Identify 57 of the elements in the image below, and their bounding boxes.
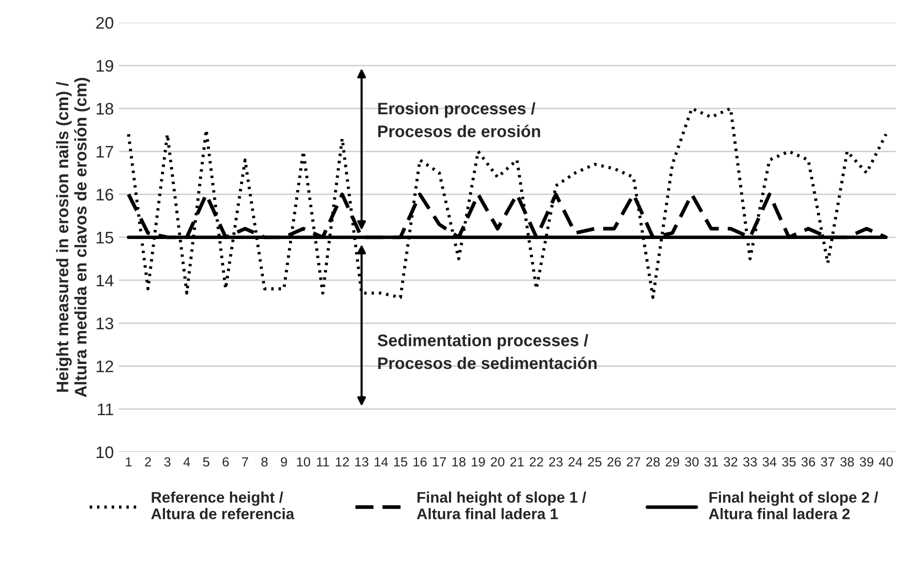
x-tick-label: 30 <box>684 457 699 467</box>
x-tick-label: 28 <box>646 457 660 467</box>
x-tick-label: 19 <box>472 457 485 467</box>
x-tick-label: 20 <box>490 457 504 467</box>
x-tick-label: 40 <box>878 457 893 467</box>
y-tick-label: 18 <box>96 102 114 115</box>
x-tick-label: 38 <box>840 457 854 467</box>
x-tick-label: 29 <box>666 457 680 467</box>
legend-label: Final height of slope 1 / Altura final ladera 1 <box>416 492 586 520</box>
annotation: Erosion processes / Procesos de erosión <box>378 102 540 138</box>
x-tick-label: 1 <box>126 457 132 466</box>
y-tick-label: 13 <box>96 318 114 330</box>
y-tick-label: 12 <box>96 360 114 372</box>
x-tick-label: 34 <box>762 457 776 467</box>
x-tick-label: 24 <box>568 457 582 466</box>
x-tick-label: 15 <box>394 457 408 467</box>
x-tick-label: 16 <box>414 457 427 467</box>
x-tick-label: 11 <box>316 457 329 466</box>
x-tick-label: 17 <box>432 457 446 466</box>
annotation: Sedimentation processes / Procesos de sedimentación <box>378 334 597 370</box>
x-tick-label: 14 <box>374 457 388 466</box>
x-tick-label: 39 <box>860 457 874 467</box>
x-tick-label: 21 <box>510 457 524 466</box>
x-tick-label: 33 <box>743 457 757 467</box>
x-tick-label: 32 <box>724 457 738 467</box>
x-tick-label: 5 <box>203 457 210 467</box>
x-tick-label: 6 <box>222 457 229 467</box>
y-tick-label: 15 <box>96 232 114 244</box>
x-tick-label: 25 <box>588 457 602 467</box>
legend-label: Reference height / Altura de referencia <box>151 492 294 520</box>
x-tick-label: 27 <box>626 457 640 466</box>
x-tick-label: 31 <box>704 457 718 467</box>
x-tick-label: 13 <box>355 457 368 467</box>
y-tick-label: 17 <box>96 146 114 158</box>
x-tick-label: 3 <box>164 457 170 467</box>
y-tick-label: 11 <box>98 404 114 416</box>
x-tick-label: 23 <box>549 457 563 467</box>
x-tick-label: 8 <box>261 457 268 467</box>
x-tick-label: 7 <box>242 457 248 466</box>
y-tick-label: 19 <box>96 60 114 72</box>
y-axis-title: Height measured in erosion nails (cm) / Altura medida en clavos de erosión (cm) <box>56 78 90 398</box>
legend-label: Final height of slope 2 / Altura final ladera 2 <box>708 492 878 520</box>
y-tick-label: 14 <box>96 274 114 286</box>
x-tick-label: 35 <box>782 457 796 467</box>
x-tick-label: 36 <box>801 457 816 467</box>
x-tick-label: 9 <box>280 457 287 467</box>
x-tick-label: 10 <box>297 457 310 467</box>
y-tick-label: 16 <box>96 188 114 201</box>
y-tick-label: 20 <box>96 17 114 29</box>
x-tick-label: 22 <box>530 457 544 466</box>
x-tick-label: 2 <box>144 457 151 466</box>
x-tick-label: 37 <box>820 457 834 467</box>
x-tick-label: 26 <box>607 457 621 467</box>
y-tick-label: 10 <box>96 446 114 458</box>
x-tick-label: 12 <box>336 457 349 466</box>
x-tick-label: 4 <box>183 457 190 466</box>
x-tick-label: 18 <box>452 457 466 467</box>
